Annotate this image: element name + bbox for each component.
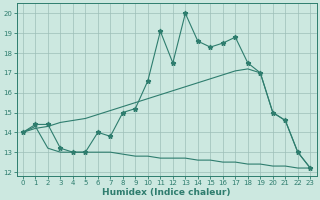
X-axis label: Humidex (Indice chaleur): Humidex (Indice chaleur) <box>102 188 231 197</box>
